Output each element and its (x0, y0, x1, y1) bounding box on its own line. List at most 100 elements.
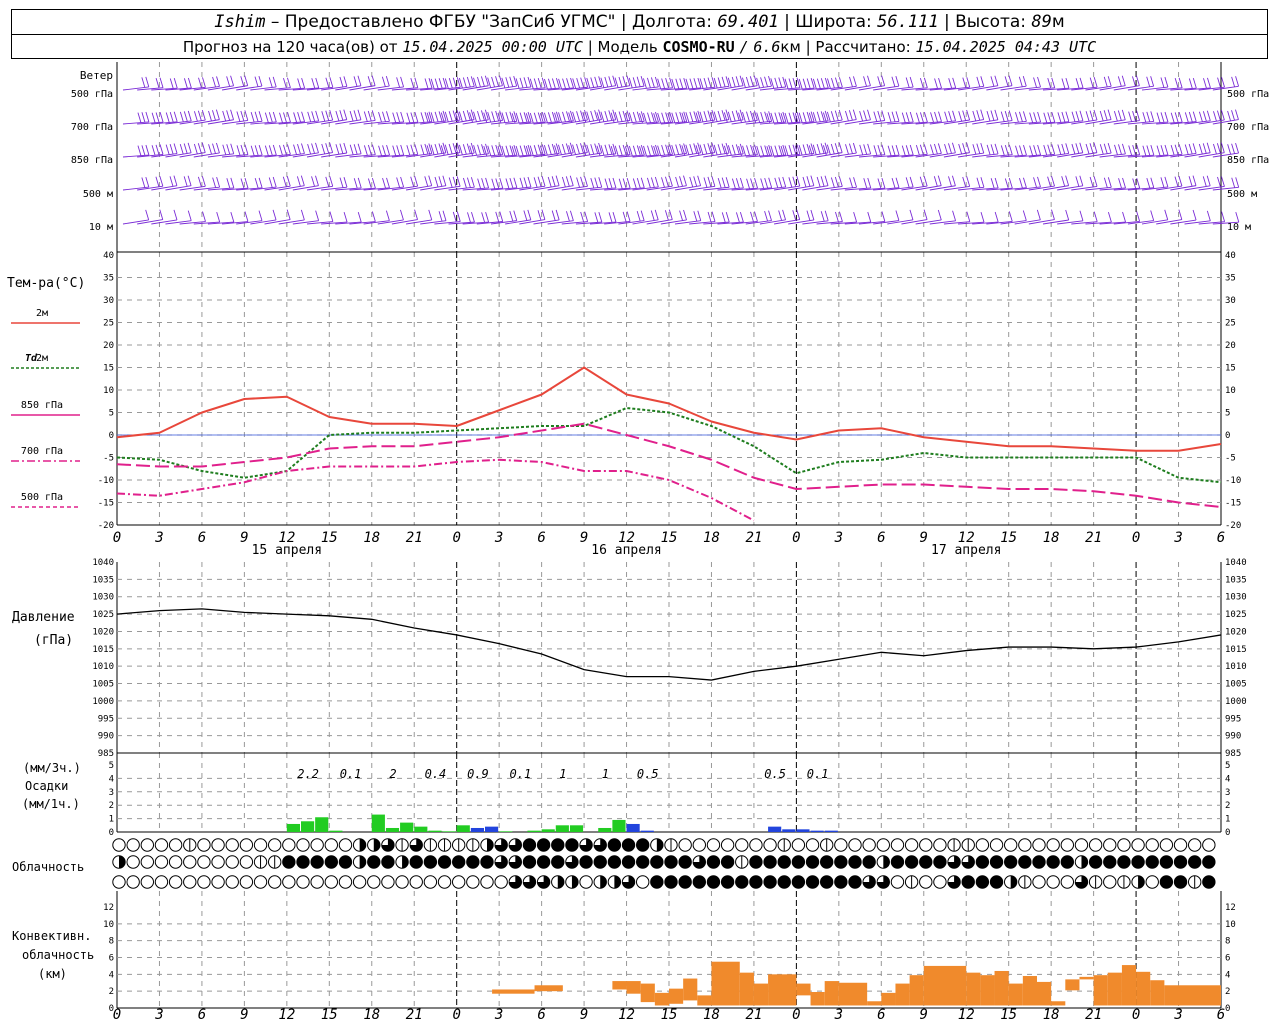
cloud-symbol (621, 855, 636, 869)
cloud-circle (296, 838, 310, 852)
cloud-circle (706, 838, 721, 852)
cloud-symbol (197, 875, 211, 889)
wind-barb (561, 211, 589, 225)
wind-barb-feather (444, 144, 449, 155)
wind-barb-feather (1170, 144, 1175, 156)
wind-barb (1042, 78, 1070, 91)
cloud-circle (1131, 838, 1145, 852)
wind-barb-feather (778, 177, 783, 188)
wind-barb-feather (283, 112, 287, 123)
wind-barb-feather (697, 175, 702, 186)
wind-barb-feather (764, 145, 769, 156)
conv-cloud-bar (867, 1001, 882, 1006)
cloud-three-quarter (565, 855, 579, 869)
cloud-symbol (466, 838, 480, 852)
wind-barb-feather (561, 176, 566, 188)
wind-barb-feather (661, 145, 666, 156)
ytick-right-temp: 15 (1225, 364, 1236, 374)
cloud-circle (1032, 875, 1046, 889)
wind-barb (434, 142, 461, 158)
xtick-hour-0: 21 (1085, 530, 1102, 546)
wind-barb-feather (1065, 175, 1070, 186)
wind-barb-staff (391, 219, 418, 225)
cloud-three-quarter (579, 838, 593, 852)
cloud-symbol (862, 875, 876, 889)
cloud-symbol (1003, 875, 1018, 889)
wind-barb (1113, 110, 1140, 125)
wind-barb-feather (651, 112, 655, 123)
wind-barb-feather (572, 144, 576, 155)
cloud-symbol (211, 855, 225, 869)
wind-barb (264, 176, 291, 191)
wind-barb (1113, 144, 1141, 158)
wind-barb-feather (258, 210, 263, 221)
cloud-half (614, 875, 621, 889)
wind-barb-feather (230, 211, 235, 223)
wind-barb-feather (867, 75, 871, 86)
wind-barb-feather (640, 145, 645, 156)
wind-barb-feather (679, 78, 684, 89)
cloud-circle (848, 875, 862, 889)
wind-barb-feather (1089, 176, 1094, 188)
wind-barb-feather (681, 112, 686, 123)
wind-barb (462, 211, 490, 225)
wind-barb (151, 209, 178, 225)
wind-barb (590, 109, 617, 125)
wind-barb-feather (693, 176, 698, 187)
wind-barb-feather (230, 143, 235, 154)
cloud-symbol (253, 855, 268, 869)
wind-barb-feather (626, 178, 631, 189)
wind-barb-feather (1051, 144, 1056, 155)
wind-barb-feather (1198, 143, 1203, 155)
wind-barb-feather (456, 77, 461, 88)
precip-bar (569, 825, 584, 832)
wind-barb-feather (632, 145, 637, 156)
wind-barb-feather (713, 77, 718, 89)
wind-barb (561, 142, 588, 158)
wind-barb (1014, 76, 1041, 91)
cloud-symbol (805, 855, 820, 869)
wind-barb-feather (717, 144, 722, 155)
cloud-symbol (678, 855, 692, 869)
cloud-symbol (848, 875, 862, 889)
cloud-symbol (1088, 875, 1103, 889)
wind-barb (703, 109, 730, 125)
wind-barb (363, 145, 390, 158)
wind-barb-feather (1178, 144, 1183, 155)
wind-barb (448, 211, 475, 225)
legend-td2m-label: 2м (36, 353, 48, 364)
wind-barb-staff (519, 219, 546, 225)
wind-barb-feather (768, 111, 773, 122)
wind-barb-feather (590, 77, 595, 88)
wind-barb-staff (222, 221, 249, 225)
wind-barb-feather (816, 176, 821, 188)
wind-barb-feather (703, 77, 708, 89)
wind-barb (278, 78, 306, 91)
wind-barb-feather (693, 78, 698, 89)
cloud-symbol (579, 838, 593, 852)
cloud-circle (168, 855, 183, 869)
cloud-circle (579, 875, 593, 889)
cloud-symbol (310, 838, 324, 852)
wind-barb-feather (272, 209, 277, 221)
wind-barb-feather (808, 145, 813, 156)
wind-barb-staff (873, 220, 899, 225)
wind-barb-feather (1075, 78, 1080, 89)
wind-barb-feather (155, 77, 160, 89)
wind-level-label-right: 10 м (1227, 222, 1251, 233)
cloud-half (571, 875, 579, 889)
ytick-right-conv: 8 (1225, 937, 1230, 947)
cloud-symbol (933, 838, 947, 852)
wind-barb (278, 143, 305, 158)
wind-barb-staff (1014, 219, 1041, 225)
xtick-hour-0: 21 (745, 530, 762, 546)
wind-barb-feather (707, 110, 712, 121)
cloud-symbol (1088, 838, 1103, 852)
wind-barb-feather (608, 212, 613, 223)
cloud-circle (777, 875, 791, 889)
wind-barb-feather (236, 145, 241, 156)
wind-barb-feather (561, 143, 566, 155)
conv-cloud-bar (739, 972, 754, 1006)
wind-level-label-right: 700 гПа (1227, 122, 1269, 133)
wind-barb-feather (600, 111, 605, 122)
